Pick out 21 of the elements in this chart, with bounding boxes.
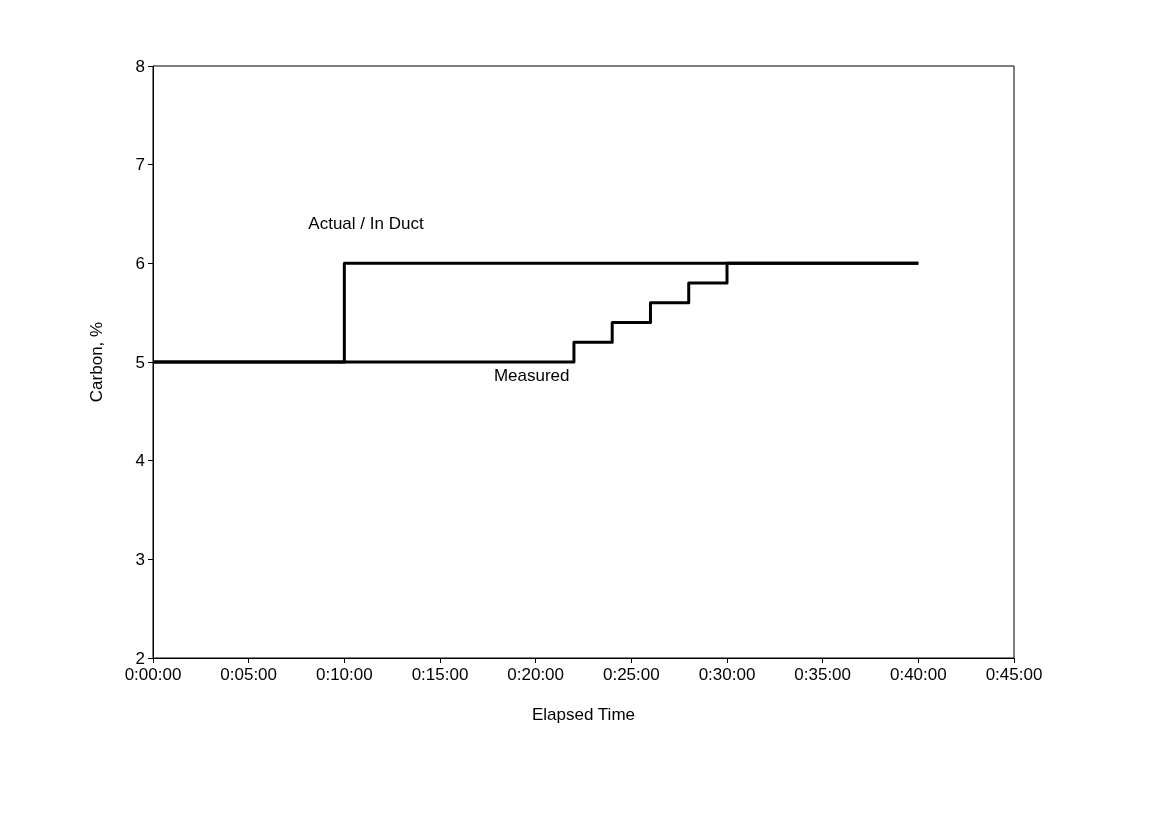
- x-tick-label: 0:15:00: [411, 665, 469, 684]
- x-tick-label: 0:10:00: [315, 665, 373, 684]
- y-tick-label: 6: [135, 253, 145, 273]
- x-axis-title: Elapsed Time: [532, 705, 635, 724]
- y-axis-title: Carbon, %: [87, 321, 106, 403]
- x-tick-label: 0:45:00: [985, 665, 1043, 684]
- y-tick-label: 4: [135, 451, 145, 471]
- x-tick-label: 0:35:00: [794, 665, 852, 684]
- x-tick-label: 0:20:00: [507, 665, 565, 684]
- series-label: Actual / In Duct: [308, 214, 424, 234]
- x-tick-label: 0:30:00: [698, 665, 756, 684]
- x-tick-label: 0:00:00: [124, 665, 182, 684]
- x-tick-label: 0:05:00: [220, 665, 278, 684]
- series-label: Measured: [493, 366, 570, 386]
- y-tick-label: 7: [135, 155, 145, 175]
- y-tick-label: 2: [135, 648, 145, 668]
- x-tick-label: 0:40:00: [889, 665, 947, 684]
- y-tick-label: 5: [135, 352, 145, 372]
- y-tick-label: 3: [135, 549, 145, 569]
- y-tick-label: 8: [135, 56, 145, 76]
- x-tick-label: 0:25:00: [602, 665, 660, 684]
